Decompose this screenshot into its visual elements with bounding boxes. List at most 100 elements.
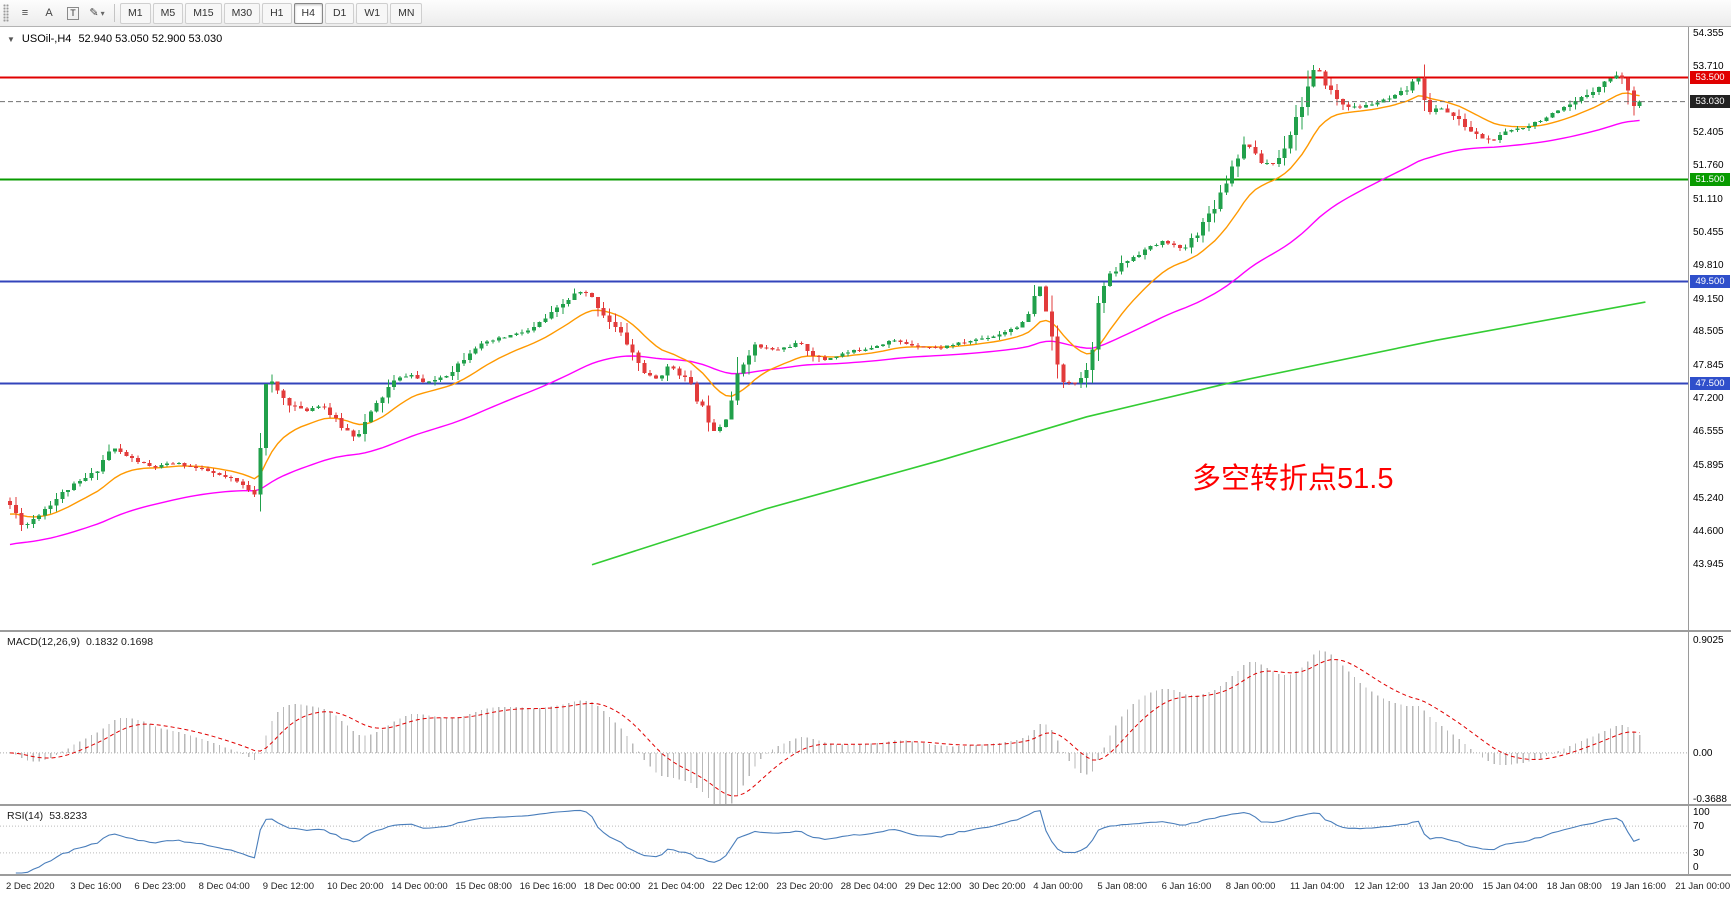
candle-body xyxy=(333,415,338,419)
candle-body xyxy=(822,356,827,361)
chart-list-tool-button[interactable]: ≡ xyxy=(13,2,37,24)
candle-body xyxy=(234,478,239,482)
toolbar-handle[interactable] xyxy=(3,4,9,22)
candle-body xyxy=(1049,311,1054,337)
candle-body xyxy=(1492,139,1497,141)
cursor-tool-button[interactable]: A xyxy=(37,2,61,24)
candle-body xyxy=(1043,286,1048,312)
timeframe-m5-button[interactable]: M5 xyxy=(152,2,184,24)
candle-body xyxy=(1026,314,1031,322)
candle-body xyxy=(1183,247,1188,249)
rsi-axis-label: 100 xyxy=(1693,807,1710,818)
candle-body xyxy=(915,345,920,347)
timeframe-h1-button[interactable]: H1 xyxy=(262,2,292,24)
candle-body xyxy=(1381,99,1386,103)
hline-objects-layer xyxy=(0,76,1688,385)
candle-body xyxy=(520,332,525,334)
candle-body xyxy=(223,474,228,478)
price-axis-label: 51.110 xyxy=(1693,193,1723,205)
candle-body xyxy=(491,340,496,342)
candle-body xyxy=(48,505,53,510)
candle-body xyxy=(1003,332,1008,335)
macd-histogram xyxy=(15,650,1641,805)
candle-body xyxy=(1556,110,1561,114)
time-axis-label: 30 Dec 20:00 xyxy=(969,881,1026,892)
candle-body xyxy=(1096,302,1101,350)
candle-body xyxy=(1398,90,1403,95)
candle-body xyxy=(654,375,659,379)
candle-body xyxy=(1259,153,1264,164)
ma-slow-line xyxy=(591,301,1646,566)
candle-body xyxy=(607,315,612,322)
candle-body xyxy=(1113,271,1118,274)
candle-body xyxy=(252,490,257,495)
timeframe-m1-button[interactable]: M1 xyxy=(120,2,151,24)
candle-body xyxy=(229,477,234,479)
candle-body xyxy=(1009,329,1014,333)
candle-body xyxy=(1486,138,1491,140)
price-axis-label: 44.600 xyxy=(1693,525,1724,537)
candle-body xyxy=(776,349,781,351)
candle-body xyxy=(328,407,333,416)
timeframe-m15-button[interactable]: M15 xyxy=(185,2,222,24)
timeframe-mn-button[interactable]: MN xyxy=(390,2,423,24)
timeframe-m30-button[interactable]: M30 xyxy=(223,2,261,24)
candle-body xyxy=(1131,257,1136,262)
chart-annotation-text[interactable]: 多空转折点51.5 xyxy=(1192,463,1394,495)
candle-body xyxy=(1358,106,1363,108)
draw-tool-button[interactable]: ✎ ▾ xyxy=(85,2,109,24)
timeframe-d1-button[interactable]: D1 xyxy=(324,2,355,24)
candle-body xyxy=(299,406,303,409)
candle-body xyxy=(950,345,955,347)
candle-body xyxy=(1538,121,1543,123)
panel-divider xyxy=(0,874,1731,876)
candle-body xyxy=(310,408,315,412)
candle-body xyxy=(758,344,763,348)
candle-body xyxy=(246,485,251,491)
candle-body xyxy=(677,368,682,376)
candle-body xyxy=(240,481,245,486)
candle-body xyxy=(170,463,175,465)
price-axis-label: 46.555 xyxy=(1693,425,1724,437)
macd-axis-label: -0.3688 xyxy=(1693,794,1727,805)
candle-body xyxy=(1078,378,1083,384)
candle-body xyxy=(1206,213,1211,223)
candle-body xyxy=(1241,144,1246,159)
candle-body xyxy=(281,390,286,399)
candle-body xyxy=(683,375,688,377)
candle-body xyxy=(508,335,513,338)
candle-body xyxy=(217,472,222,475)
time-axis-label: 15 Jan 04:00 xyxy=(1482,881,1538,892)
candle-body xyxy=(881,344,885,346)
candle-body xyxy=(1247,144,1252,148)
candle-body xyxy=(1428,99,1433,113)
timeframe-h4-button[interactable]: H4 xyxy=(293,2,323,24)
candle-body xyxy=(875,345,880,348)
panel-divider[interactable] xyxy=(0,804,1731,806)
timeframe-w1-button[interactable]: W1 xyxy=(356,2,389,24)
collapse-panel-icon[interactable]: ▼ xyxy=(7,34,15,44)
candle-body xyxy=(1323,71,1328,86)
candle-body xyxy=(1276,158,1281,165)
time-axis-label: 10 Dec 20:00 xyxy=(327,881,384,892)
candle-body xyxy=(1404,90,1409,92)
candle-body xyxy=(601,308,606,316)
candle-body xyxy=(322,406,327,408)
candle-body xyxy=(432,379,437,382)
rsi-indicator-label: RSI(14) 53.8233 xyxy=(7,810,87,822)
time-axis-label: 18 Dec 00:00 xyxy=(583,881,641,892)
macd-current-values: 0.1832 0.1698 xyxy=(85,636,154,648)
candle-body xyxy=(1270,163,1275,165)
panel-divider[interactable] xyxy=(0,630,1731,632)
time-axis-label: 15 Dec 08:00 xyxy=(455,881,512,892)
candle-body xyxy=(1532,121,1537,126)
candle-body xyxy=(1061,364,1066,383)
candle-body xyxy=(566,299,571,305)
ma-fast-line xyxy=(9,92,1640,518)
candle-body xyxy=(1550,113,1555,118)
candle-body xyxy=(560,304,565,308)
candle-body xyxy=(1073,382,1078,384)
text-label-tool-button[interactable]: T xyxy=(61,2,85,24)
candle-body xyxy=(176,462,181,464)
